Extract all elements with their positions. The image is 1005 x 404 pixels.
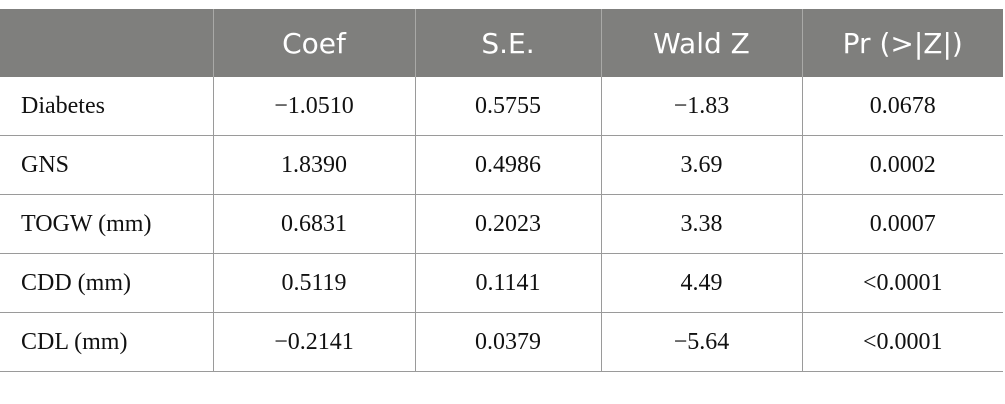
wald-cell: 3.69 [600,135,802,195]
wald-cell: −1.83 [600,77,802,136]
p-cell: <0.0001 [801,253,1003,313]
p-cell: 0.0002 [801,135,1003,195]
header-coef: Coef [212,9,415,77]
p-cell: 0.0678 [801,77,1003,136]
header-p-value: Pr (>|Z|) [801,9,1003,77]
coef-cell: 1.8390 [212,135,415,195]
se-cell: 0.0379 [414,312,601,372]
row-label: TOGW (mm) [0,194,213,254]
table-header: Coef S.E. Wald Z Pr (>|Z|) [0,9,1003,77]
wald-cell: 4.49 [600,253,802,313]
se-cell: 0.4986 [414,135,601,195]
wald-cell: −5.64 [600,312,802,372]
table-row: CDD (mm) 0.5119 0.1141 4.49 <0.0001 [0,253,1003,313]
table-row: GNS 1.8390 0.4986 3.69 0.0002 [0,135,1003,195]
table-row: Diabetes −1.0510 0.5755 −1.83 0.0678 [0,77,1003,136]
coef-cell: −0.2141 [212,312,415,372]
coef-cell: 0.5119 [212,253,415,313]
se-cell: 0.2023 [414,194,601,254]
row-label: Diabetes [0,77,213,136]
header-variable [0,9,213,77]
table-body: Diabetes −1.0510 0.5755 −1.83 0.0678 GNS… [0,77,1003,372]
coef-cell: −1.0510 [212,77,415,136]
regression-table: Coef S.E. Wald Z Pr (>|Z|) Diabetes −1.0… [0,9,1003,372]
header-row: Coef S.E. Wald Z Pr (>|Z|) [0,9,1003,77]
p-cell: <0.0001 [801,312,1003,372]
row-label: GNS [0,135,213,195]
header-wald-z: Wald Z [600,9,802,77]
se-cell: 0.1141 [414,253,601,313]
table-row: TOGW (mm) 0.6831 0.2023 3.38 0.0007 [0,194,1003,254]
table-row: CDL (mm) −0.2141 0.0379 −5.64 <0.0001 [0,312,1003,372]
wald-cell: 3.38 [600,194,802,254]
header-se: S.E. [414,9,601,77]
coef-cell: 0.6831 [212,194,415,254]
row-label: CDL (mm) [0,312,213,372]
p-cell: 0.0007 [801,194,1003,254]
se-cell: 0.5755 [414,77,601,136]
row-label: CDD (mm) [0,253,213,313]
